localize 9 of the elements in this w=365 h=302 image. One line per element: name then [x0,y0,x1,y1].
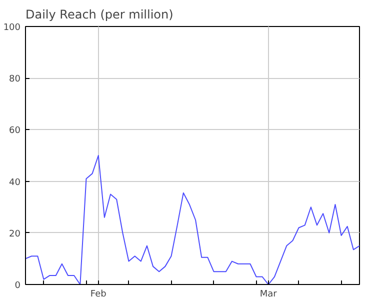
x-tick-label: Feb [90,290,107,300]
y-tick-label: 40 [9,178,21,188]
y-tick-label: 20 [9,229,21,240]
y-tick-label: 100 [3,23,21,33]
y-tick-label: 80 [9,74,21,85]
y-tick-label: 0 [14,281,21,291]
x-tick-label: Mar [260,290,278,300]
chart-title: Daily Reach (per million) [26,8,174,22]
y-tick-label: 60 [9,126,21,136]
